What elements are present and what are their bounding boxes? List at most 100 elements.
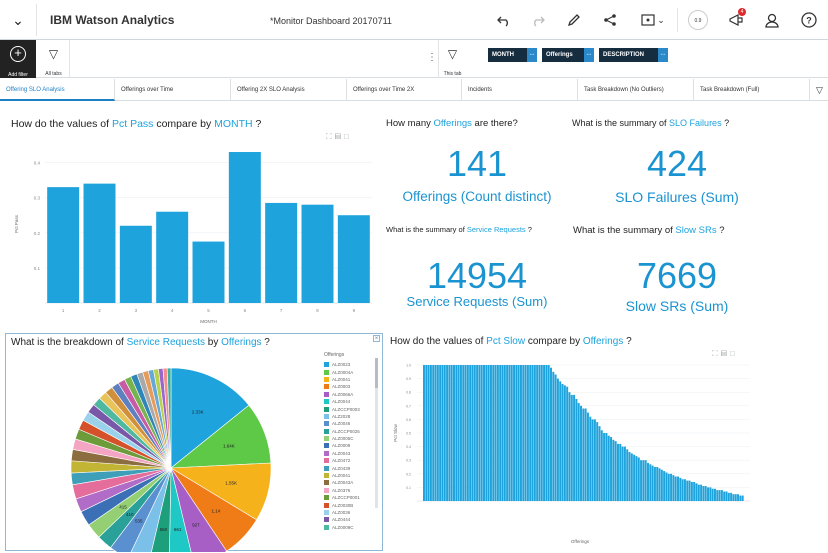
kpi-offerings-label: Offerings (Count distinct) [402,189,552,204]
legend-item[interactable]: ALZ0066A [324,391,379,398]
redo-icon[interactable] [526,8,550,32]
legend-swatch [324,502,329,508]
legend-swatch [324,517,329,523]
legend-item[interactable]: ALZCCP0025 [324,428,379,435]
legend-swatch [324,406,329,412]
legend-scrollbar[interactable] [375,358,378,508]
bar [644,460,647,501]
legend-swatch [324,376,329,382]
legend-item[interactable]: ALZ0041 [324,472,379,479]
legend-item[interactable]: ALZCCP0003 [324,405,379,412]
legend-item[interactable]: ALZ0005C [324,435,379,442]
svg-text:?: ? [806,16,812,26]
legend-item[interactable]: ALZCCP0001 [324,494,379,501]
legend-item[interactable]: ALZ2028 [324,413,379,420]
all-tabs-filter-button[interactable]: ▽ All tabs [38,40,70,78]
filter-chip-month[interactable]: MONTH ⋯ [488,48,537,62]
legend-items: ALZ0023 ALZ0004A ALZ0041 ALZ0003 ALZ0066A ALZ… [324,361,379,531]
legend-item[interactable]: ALZ0376 [324,487,379,494]
close-icon[interactable]: × [373,335,380,342]
legend-item[interactable]: ALZ0472 [324,457,379,464]
service-requests-by-offerings-panel[interactable]: What is the breakdown of Service Request… [5,333,383,552]
pie-legend[interactable]: Offerings ALZ0023 ALZ0004A ALZ0041 ALZ0003 A… [324,352,379,550]
bar [459,365,462,501]
bar-2 [83,183,116,303]
legend-swatch [324,399,329,405]
legend-item[interactable]: ALZ0041 [324,376,379,383]
chip-dropdown-icon[interactable]: ⋯ [584,48,594,62]
x-axis-title: MONTH [200,319,217,324]
legend-swatch [324,391,329,397]
legend-item[interactable]: ALZ0030B [324,501,379,508]
bar [563,385,566,501]
pie-slice-label: 1.14 [211,508,220,513]
bar [630,453,633,501]
pct-pass-by-month-panel[interactable]: How do the values of Pct Pass compare by… [0,105,380,330]
bar [667,473,670,501]
bar [499,365,502,501]
pie-slice-label: 2.33K [192,410,204,415]
tab-offerings-over-time[interactable]: Offerings over Time [115,79,231,101]
add-filter-button[interactable]: + Add filter [0,40,36,78]
user-icon[interactable] [760,8,784,32]
bar [522,365,525,501]
bar [550,367,552,501]
legend-swatch [324,369,329,375]
tab-offering-slo-analysis[interactable]: Offering SLO Analysis [0,79,115,101]
bar [589,416,592,501]
document-title[interactable]: *Monitor Dashboard 20170711 [270,16,392,26]
tab-offering-2x-slo-analysis[interactable]: Offering 2X SLO Analysis [231,79,347,101]
tab-incidents[interactable]: Incidents [462,79,578,101]
filter-chip-offerings[interactable]: Offerings ⋯ [542,48,594,62]
bar [584,408,587,501]
legend-item[interactable]: ALZ0023 [324,361,379,368]
legend-item[interactable]: ALZ0003 [324,383,379,390]
pie-slice-label: 550 [160,527,168,532]
pencil-icon[interactable] [562,8,586,32]
bar [536,365,539,501]
bar [446,365,449,501]
bar [448,365,451,501]
share-icon[interactable] [598,8,622,32]
legend-swatch [324,487,329,493]
tab-offerings-over-time-2x[interactable]: Offerings over Time 2X [347,79,462,101]
tabs-filter-icon[interactable]: ▽ [816,85,823,95]
legend-item[interactable]: ALZ0036 [324,509,379,516]
tab-task-breakdown-full[interactable]: Task Breakdown (Full) [694,79,810,101]
this-tab-filter-button[interactable]: ▽ This tab [438,40,466,78]
pct-slow-by-offerings-panel[interactable]: How do the values of Pct Slow compare by… [385,333,828,551]
y-tick-label: 0.6 [406,418,411,422]
legend-item[interactable]: ALZ0439 [324,464,379,471]
legend-item[interactable]: ALZ0046 [324,420,379,427]
tab-task-breakdown-no-outliers[interactable]: Task Breakdown (No Outliers) [578,79,694,101]
legend-item[interactable]: ALZ0043A [324,479,379,486]
chip-dropdown-icon[interactable]: ⋯ [658,48,668,62]
legend-item[interactable]: ALZ0009 [324,442,379,449]
bar [739,495,742,501]
chevron-down-icon[interactable]: ⌄ [12,12,24,28]
x-tick-label: 3 [135,308,138,313]
legend-item[interactable]: ALZ0444 [324,516,379,523]
help-icon[interactable]: ? [797,8,821,32]
bar-3 [119,225,152,303]
panel-toolbar[interactable]: ⛶▤□ [712,349,738,358]
pct-pass-bar-chart: 0.1 0.2 0.3 0.4 1 2 3 4 5 6 7 8 9 MONTH Pct Pass [14,152,372,324]
legend-swatch [324,480,329,486]
legend-item[interactable]: ALZ0009C [324,524,379,531]
view-mode-dropdown[interactable]: ⌄ [636,8,670,32]
y-axis-title: Pct Pass [14,214,19,233]
more-options-icon[interactable]: ⋮ [427,52,437,63]
scrollbar-thumb[interactable] [375,358,378,388]
zoom-badge[interactable]: 0.9 [686,8,710,32]
notifications-icon[interactable]: 4 [724,8,748,32]
legend-item[interactable]: ALZ0043 [324,450,379,457]
legend-item[interactable]: ALZ0044 [324,398,379,405]
undo-icon[interactable] [492,8,516,32]
legend-item[interactable]: ALZ0004A [324,368,379,375]
panel-toolbar[interactable]: ⛶▤□ [326,132,352,141]
filter-chip-description[interactable]: DESCRIPTION ⋯ [599,48,668,62]
chip-dropdown-icon[interactable]: ⋯ [527,48,537,62]
bar [494,365,497,501]
y-tick-label: 0.1 [34,266,41,271]
legend-swatch [324,413,329,419]
